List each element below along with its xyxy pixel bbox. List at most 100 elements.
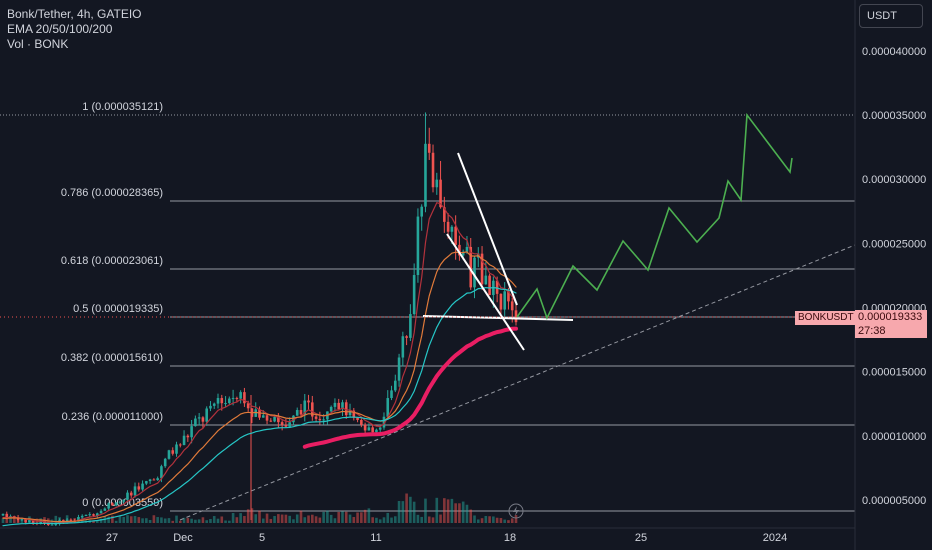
candle-body	[356, 417, 359, 420]
ema-indicator-label[interactable]: EMA 20/50/100/200	[7, 22, 113, 36]
volume-bar	[510, 518, 514, 523]
volume-bar	[360, 512, 363, 523]
volume-bar	[167, 518, 171, 523]
candle-body	[20, 518, 24, 521]
volume-bar	[480, 518, 484, 523]
volume-bar	[152, 515, 156, 523]
candles	[1, 112, 518, 527]
volume-bar	[258, 510, 261, 523]
volume-bar	[329, 514, 333, 523]
volume-bar	[273, 516, 276, 523]
candle-body	[31, 520, 35, 524]
candle-body	[186, 435, 190, 438]
volume-bar	[235, 517, 239, 523]
volume-bar	[344, 511, 348, 523]
candle-body	[209, 405, 212, 409]
symbol-title[interactable]: Bonk/Tether, 4h, GATEIO	[7, 7, 142, 21]
candle-body	[341, 402, 344, 410]
candle-body	[231, 397, 235, 399]
volume-bar	[367, 508, 371, 523]
candle-body	[488, 275, 491, 296]
volume-bar	[469, 509, 473, 523]
candle-body	[224, 403, 227, 405]
volume-bar	[265, 513, 269, 523]
volume-bar	[190, 518, 193, 523]
candle-body	[269, 420, 273, 422]
volume-bar	[299, 510, 303, 523]
wedge-lower-line	[446, 233, 525, 351]
price-tick-label: 0.000035000	[862, 110, 926, 122]
candle-body	[133, 486, 137, 496]
time-tick-label: Dec	[173, 532, 193, 544]
volume-bar	[107, 516, 110, 523]
volume-bar	[465, 504, 469, 523]
candle-body	[311, 402, 314, 417]
volume-bar	[243, 516, 246, 523]
candle-body	[446, 221, 450, 232]
price-tick-label: 0.000025000	[862, 238, 926, 250]
candle-body	[393, 380, 397, 391]
time-tick-label: 27	[106, 532, 118, 544]
volume-bar	[220, 516, 224, 523]
candle-body	[484, 275, 488, 285]
volume-bar	[503, 519, 506, 523]
volume-indicator-label[interactable]: Vol · BONK	[7, 37, 69, 51]
time-axis[interactable]: 27 Dec 5 11 18 25 2024	[0, 527, 855, 544]
volume-bar	[280, 514, 284, 523]
volume-bar	[231, 512, 235, 523]
candle-body	[273, 416, 276, 422]
candle-body	[152, 479, 156, 481]
volume-bar	[514, 515, 518, 523]
time-tick-label: 2024	[763, 532, 787, 544]
candle-body	[420, 206, 423, 217]
price-axis[interactable]: 0.000040000 0.000035000 0.000030000 0.00002…	[854, 0, 926, 550]
time-tick-label: 11	[370, 532, 381, 544]
volume-bar	[288, 515, 291, 523]
candle-body	[322, 419, 325, 421]
volume-bar	[295, 514, 299, 523]
candle-body	[194, 418, 197, 427]
volume-bar	[148, 519, 152, 523]
candle-body	[178, 444, 182, 446]
candle-body	[103, 508, 107, 511]
candle-body	[77, 516, 80, 522]
candle-body	[318, 418, 322, 421]
time-tick-label: 18	[504, 532, 516, 544]
candle-body	[280, 422, 284, 425]
volume-bar	[186, 518, 190, 523]
candle-body	[111, 503, 114, 506]
candle-body	[499, 293, 503, 310]
volume-bar	[318, 517, 322, 523]
candle-body	[405, 336, 408, 338]
candle-body	[295, 410, 299, 416]
candle-body	[122, 499, 126, 502]
fib-level-label: 0.786 (0.000028365)	[61, 187, 163, 199]
candle-body	[454, 226, 457, 245]
candle-body	[1, 513, 5, 516]
volume-bar	[13, 518, 16, 523]
fib-level-label: 0.618 (0.000023061)	[61, 255, 163, 267]
candle-body	[495, 280, 499, 294]
volume-bar	[458, 503, 461, 523]
symbol-price-label: BONKUSDT	[795, 311, 857, 325]
candle-body	[88, 514, 92, 516]
candle-body	[190, 426, 193, 438]
volume-bar	[405, 493, 408, 523]
candle-body	[216, 398, 220, 404]
currency-button[interactable]: USDT	[859, 4, 923, 28]
fib-level-label: 0.382 (0.000015610)	[61, 352, 163, 364]
candle-body	[160, 466, 163, 479]
volume-bar	[175, 515, 178, 523]
volume-bar	[171, 520, 175, 523]
volume-bar	[450, 498, 454, 523]
volume-bar	[209, 518, 212, 523]
volume-bar	[443, 498, 446, 523]
candle-body	[299, 410, 303, 415]
volume-bar	[507, 520, 510, 523]
last-price-tag: 0.000019333 27:38	[855, 310, 927, 338]
fib-level-label: 0 (0.000003559)	[82, 497, 163, 509]
candle-body	[246, 403, 250, 409]
candle-body	[201, 417, 205, 422]
time-tick-label: 5	[259, 532, 265, 544]
